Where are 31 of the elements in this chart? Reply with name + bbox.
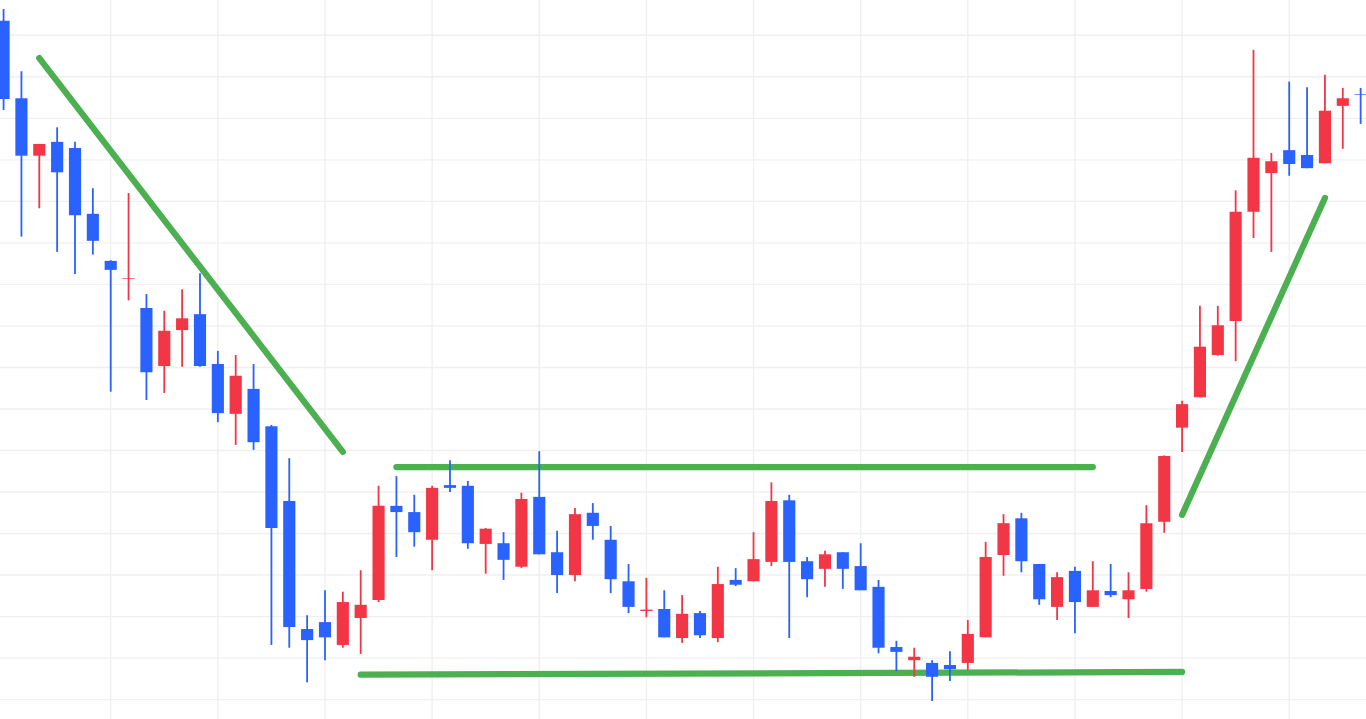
candlestick (122, 192, 135, 302)
candlestick (1283, 80, 1296, 177)
candlestick (104, 259, 117, 393)
candlestick (586, 502, 599, 541)
candlestick (1265, 152, 1278, 253)
candlestick (408, 493, 421, 548)
candlestick (1086, 560, 1099, 608)
candlestick (479, 527, 492, 575)
candlestick (836, 551, 849, 590)
candlestick (33, 143, 46, 210)
candlestick (390, 475, 403, 558)
candlestick (926, 659, 939, 702)
candlestick (443, 459, 457, 493)
candlestick (1176, 399, 1189, 453)
candlestick (943, 650, 957, 682)
candlestick (301, 614, 314, 684)
candlestick (1336, 86, 1349, 150)
candlestick (747, 531, 760, 583)
candlestick (818, 549, 832, 588)
candlestick (693, 610, 707, 639)
candlestick (1301, 86, 1314, 170)
candlestick (354, 569, 367, 655)
candlestick (801, 556, 814, 599)
candlestick (551, 529, 564, 594)
candlestick (1122, 571, 1135, 619)
candlestick (497, 531, 510, 581)
candlestick (1104, 563, 1117, 599)
candlestick (318, 589, 332, 662)
candlestick (176, 288, 189, 368)
candlestick (890, 639, 903, 673)
candlestick (1354, 86, 1366, 125)
